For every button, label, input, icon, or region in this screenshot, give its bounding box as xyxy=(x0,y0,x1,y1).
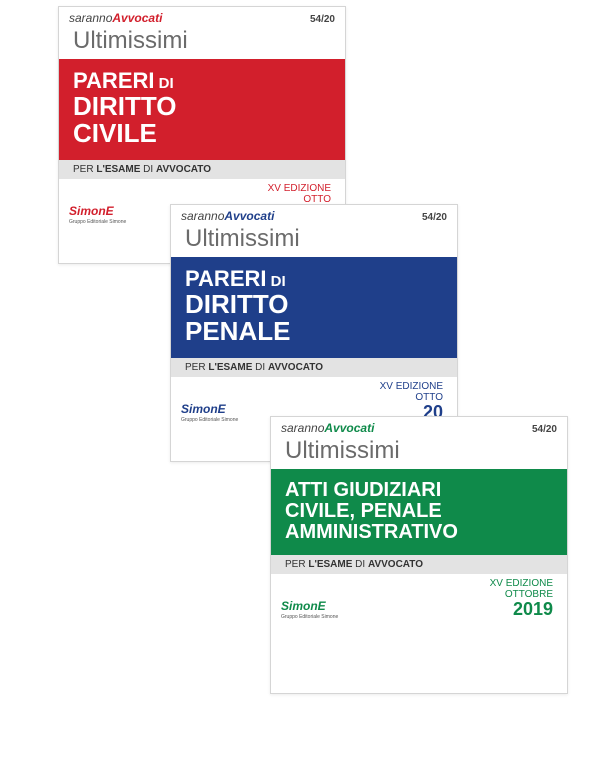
title-line-2: DIRITTO xyxy=(185,291,443,318)
brand: sarannoAvvocati xyxy=(181,209,274,223)
title-block: PARERI DI DIRITTO PENALE xyxy=(171,257,457,358)
title-line-1: PARERI DI xyxy=(73,69,331,93)
cover-header: sarannoAvvocati 54/20 xyxy=(171,205,457,225)
brand-saranno: saranno xyxy=(181,209,224,223)
title-line-2: CIVILE, PENALE xyxy=(285,501,553,522)
exam-bar: PER L'ESAME DI AVVOCATO xyxy=(171,358,457,377)
publisher: SimonE Gruppo Editoriale Simone xyxy=(181,400,238,423)
publisher-logo: SimonE xyxy=(181,402,226,416)
publisher-logo: SimonE xyxy=(69,204,114,218)
brand: sarannoAvvocati xyxy=(281,421,374,435)
title-line-2: DIRITTO xyxy=(73,93,331,120)
brand-saranno: saranno xyxy=(281,421,324,435)
publisher-sub: Gruppo Editoriale Simone xyxy=(281,615,338,620)
publisher-logo: SimonE xyxy=(281,599,326,613)
title-block: ATTI GIUDIZIARI CIVILE, PENALE AMMINISTR… xyxy=(271,469,567,555)
title-line-1: ATTI GIUDIZIARI xyxy=(285,479,553,501)
book-cover-atti: sarannoAvvocati 54/20 Ultimissimi ATTI G… xyxy=(270,416,568,694)
publisher: SimonE Gruppo Editoriale Simone xyxy=(281,597,338,620)
edition-info: XV EDIZIONE OTTOBRE 2019 xyxy=(490,578,553,620)
cover-header: sarannoAvvocati 54/20 xyxy=(59,7,345,27)
title-block: PARERI DI DIRITTO CIVILE xyxy=(59,59,345,160)
cover-footer: SimonE Gruppo Editoriale Simone XV EDIZI… xyxy=(271,574,567,626)
title-line-3: AMMINISTRATIVO xyxy=(285,522,553,543)
series-label: Ultimissimi xyxy=(271,437,567,469)
title-line-3: PENALE xyxy=(185,318,443,345)
brand-saranno: saranno xyxy=(69,11,112,25)
publisher-sub: Gruppo Editoriale Simone xyxy=(181,418,238,423)
exam-bar: PER L'ESAME DI AVVOCATO xyxy=(59,160,345,179)
brand-avvocati: Avvocati xyxy=(324,421,374,435)
product-code: 54/20 xyxy=(310,14,335,25)
product-code: 54/20 xyxy=(532,424,557,435)
product-code: 54/20 xyxy=(422,212,447,223)
title-line-3: CIVILE xyxy=(73,120,331,147)
exam-bar: PER L'ESAME DI AVVOCATO xyxy=(271,555,567,574)
series-label: Ultimissimi xyxy=(59,27,345,59)
brand-avvocati: Avvocati xyxy=(224,209,274,223)
brand: sarannoAvvocati xyxy=(69,11,162,25)
title-line-1: PARERI DI xyxy=(185,267,443,291)
brand-avvocati: Avvocati xyxy=(112,11,162,25)
publisher: SimonE Gruppo Editoriale Simone xyxy=(69,202,126,225)
publisher-sub: Gruppo Editoriale Simone xyxy=(69,220,126,225)
series-label: Ultimissimi xyxy=(171,225,457,257)
cover-header: sarannoAvvocati 54/20 xyxy=(271,417,567,437)
